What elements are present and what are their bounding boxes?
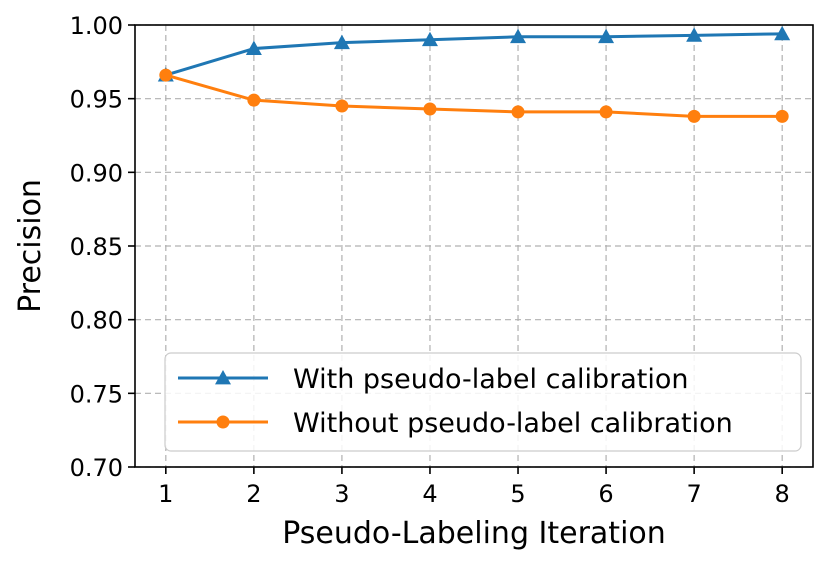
y-tick-label: 0.85 bbox=[70, 233, 123, 261]
x-tick-label: 5 bbox=[510, 480, 525, 508]
series-line bbox=[165, 32, 783, 77]
x-axis-title: Pseudo-Labeling Iteration bbox=[282, 516, 666, 551]
y-tick-label: 0.75 bbox=[70, 380, 123, 408]
data-point bbox=[510, 28, 527, 44]
data-point bbox=[335, 99, 349, 113]
legend-label: With pseudo-label calibration bbox=[293, 364, 689, 395]
x-tick-label: 2 bbox=[246, 480, 261, 508]
data-point bbox=[333, 34, 350, 50]
series-2 bbox=[159, 68, 789, 123]
legend-marker bbox=[216, 415, 230, 429]
data-point bbox=[511, 105, 525, 119]
x-axis: 1 2 3 4 5 6 7 8 bbox=[158, 467, 790, 508]
legend-item: Without pseudo-label calibration bbox=[178, 408, 733, 439]
data-point bbox=[423, 102, 437, 116]
data-point bbox=[687, 109, 701, 123]
data-point bbox=[775, 109, 789, 123]
y-axis: 0.70 0.75 0.80 0.85 0.90 0.95 1.00 bbox=[70, 12, 135, 482]
series-layer bbox=[157, 25, 791, 123]
x-tick-label: 8 bbox=[775, 480, 790, 508]
y-tick-label: 1.00 bbox=[70, 12, 123, 40]
data-point bbox=[159, 68, 173, 82]
x-tick-label: 7 bbox=[686, 480, 701, 508]
legend-marker bbox=[215, 370, 231, 385]
data-point bbox=[686, 27, 703, 42]
x-tick-label: 1 bbox=[158, 480, 173, 508]
x-tick-label: 3 bbox=[334, 480, 349, 508]
legend-label: Without pseudo-label calibration bbox=[293, 408, 733, 439]
data-point bbox=[598, 28, 615, 44]
data-point bbox=[599, 105, 613, 119]
y-tick-label: 0.95 bbox=[70, 86, 123, 114]
legend-box bbox=[164, 352, 802, 452]
y-axis-title: Precision bbox=[13, 179, 48, 313]
series-line bbox=[165, 73, 783, 118]
y-tick-label: 0.90 bbox=[70, 159, 123, 187]
data-point bbox=[247, 93, 261, 107]
x-tick-label: 6 bbox=[598, 480, 613, 508]
data-point bbox=[245, 40, 262, 55]
legend-item: With pseudo-label calibration bbox=[178, 364, 689, 395]
legend: With pseudo-label calibration Without pse… bbox=[164, 352, 802, 452]
series-1 bbox=[157, 25, 791, 82]
y-tick-label: 0.70 bbox=[70, 454, 123, 482]
x-tick-label: 4 bbox=[422, 480, 437, 508]
y-tick-label: 0.80 bbox=[70, 307, 123, 335]
data-point bbox=[421, 31, 438, 47]
data-point bbox=[774, 25, 791, 41]
